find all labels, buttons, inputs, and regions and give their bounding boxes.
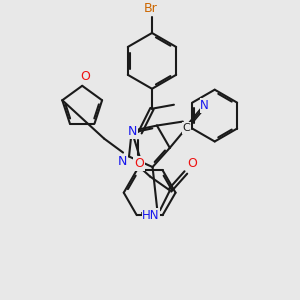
Text: O: O (187, 157, 197, 170)
Text: O: O (134, 157, 144, 170)
Text: HN: HN (142, 209, 160, 222)
Text: N: N (117, 155, 127, 168)
Text: Br: Br (144, 2, 158, 15)
Text: N: N (200, 99, 209, 112)
Text: N: N (128, 125, 137, 138)
Text: O: O (80, 70, 90, 83)
Text: C: C (183, 123, 190, 133)
